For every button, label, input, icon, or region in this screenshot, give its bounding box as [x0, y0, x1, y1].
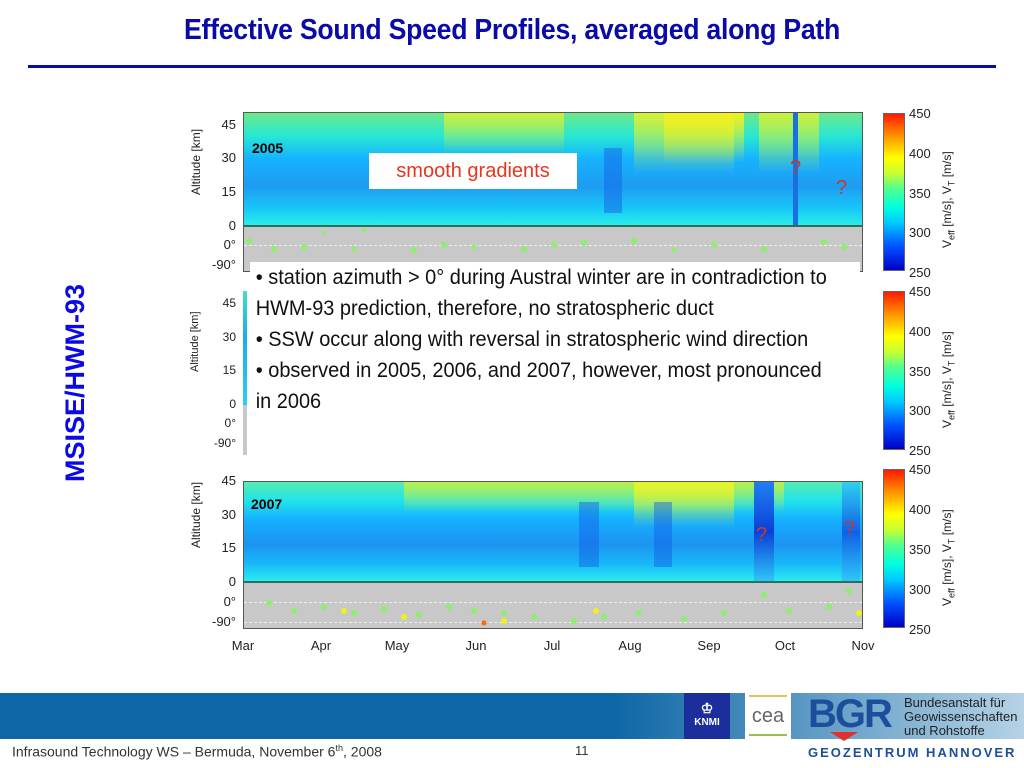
year-label: 2005 — [252, 140, 284, 156]
colorbar-tick: 450 — [909, 462, 931, 477]
colorbar — [883, 469, 905, 628]
colorbar-tick: 400 — [909, 146, 931, 161]
x-tick-label: Oct — [774, 638, 796, 653]
y-tick-45: 45 — [221, 117, 236, 132]
y-tick-0deg: 0° — [224, 416, 236, 430]
x-tick-label: Jun — [465, 638, 487, 653]
question-mark-annotation: ? — [836, 177, 848, 199]
colorbar-tick: 250 — [909, 622, 931, 637]
model-label: MSISE/HWM-93 — [60, 283, 90, 483]
y-tick-0: 0 — [229, 397, 236, 411]
x-tick-label: Aug — [618, 638, 642, 653]
heatmap-area — [244, 482, 862, 582]
y-tick-0: 0 — [228, 218, 236, 233]
cea-logo: cea — [745, 693, 791, 739]
colorbar-tick: 300 — [909, 403, 931, 418]
azimuth-area — [244, 581, 862, 628]
y-tick-minus90deg: -90° — [213, 436, 236, 450]
heatmap-plot — [243, 481, 863, 629]
bullet-text-box: • station azimuth > 0° during Austral wi… — [250, 262, 860, 478]
y-tick-0deg: 0° — [223, 237, 236, 252]
question-mark-annotation: ? — [844, 518, 856, 540]
red-triangle-icon — [830, 732, 858, 741]
colorbar-tick: 350 — [909, 186, 931, 201]
colorbar-tick: 400 — [909, 502, 931, 517]
heatmap-area — [244, 113, 862, 226]
slide-title: Effective Sound Speed Profiles, averaged… — [183, 14, 841, 46]
y-tick-30: 30 — [222, 330, 236, 344]
y-tick-0: 0 — [228, 574, 236, 589]
year-label: 2007 — [251, 496, 283, 512]
y-tick-15: 15 — [221, 540, 236, 555]
bullet-item: • station azimuth > 0° during Austral wi… — [255, 266, 827, 320]
heatmap-edge — [243, 291, 247, 405]
x-tick-label: Sep — [697, 638, 721, 653]
y-tick-15: 15 — [221, 184, 236, 199]
footer-text: Infrasound Technology WS – Bermuda, Nove… — [12, 743, 382, 760]
y-tick-minus90deg: -90° — [212, 257, 236, 272]
colorbar-tick: 450 — [909, 106, 931, 121]
geozentrum-label: GEOZENTRUM HANNOVER — [808, 745, 1017, 760]
y-tick-45: 45 — [221, 473, 236, 488]
colorbar-tick: 350 — [909, 542, 931, 557]
colorbar-tick: 400 — [909, 324, 931, 339]
x-tick-label: Nov — [851, 638, 875, 653]
x-tick-label: Mar — [231, 638, 255, 653]
colorbar-tick: 250 — [909, 443, 931, 458]
y-tick-30: 30 — [221, 507, 236, 522]
x-tick-label: Jul — [543, 638, 561, 653]
colorbar — [883, 113, 905, 271]
colorbar-tick: 350 — [909, 364, 931, 379]
question-mark-annotation: ? — [756, 524, 768, 546]
callout-smooth-gradients: smooth gradients — [369, 153, 577, 189]
title-divider — [28, 65, 996, 68]
y-tick-45: 45 — [222, 296, 236, 310]
bullet-item: • SSW occur along with reversal in strat… — [255, 328, 809, 351]
question-mark-annotation: ? — [790, 157, 802, 179]
crown-icon: ♔ — [700, 700, 714, 716]
x-axis-months: Mar Apr May Jun Jul Aug Sep Oct Nov — [0, 638, 1024, 656]
colorbar-tick: 300 — [909, 582, 931, 597]
heatmap-plot — [243, 112, 863, 272]
page-number: 11 — [575, 743, 589, 758]
colorbar-title: Veff [m/s], VT [m/s] — [940, 509, 957, 606]
y-tick-0deg: 0° — [223, 594, 236, 609]
y-tick-30: 30 — [221, 150, 236, 165]
x-tick-label: May — [384, 638, 410, 653]
colorbar-title: Veff [m/s], VT [m/s] — [940, 331, 957, 428]
footer-band — [0, 693, 1024, 739]
y-tick-minus90deg: -90° — [212, 614, 236, 629]
colorbar-tick: 250 — [909, 265, 931, 280]
colorbar-title: Veff [m/s], VT [m/s] — [940, 151, 957, 248]
bullet-item: • observed in 2005, 2006, and 2007, howe… — [255, 359, 822, 413]
y-tick-15: 15 — [222, 363, 236, 377]
colorbar — [883, 291, 905, 450]
x-tick-label: Apr — [310, 638, 332, 653]
colorbar-tick: 450 — [909, 284, 931, 299]
knmi-logo: ♔ KNMI — [684, 693, 730, 739]
bgr-logo: BGR Bundesanstalt für Geowissenschaften … — [808, 694, 1017, 741]
colorbar-tick: 300 — [909, 225, 931, 240]
